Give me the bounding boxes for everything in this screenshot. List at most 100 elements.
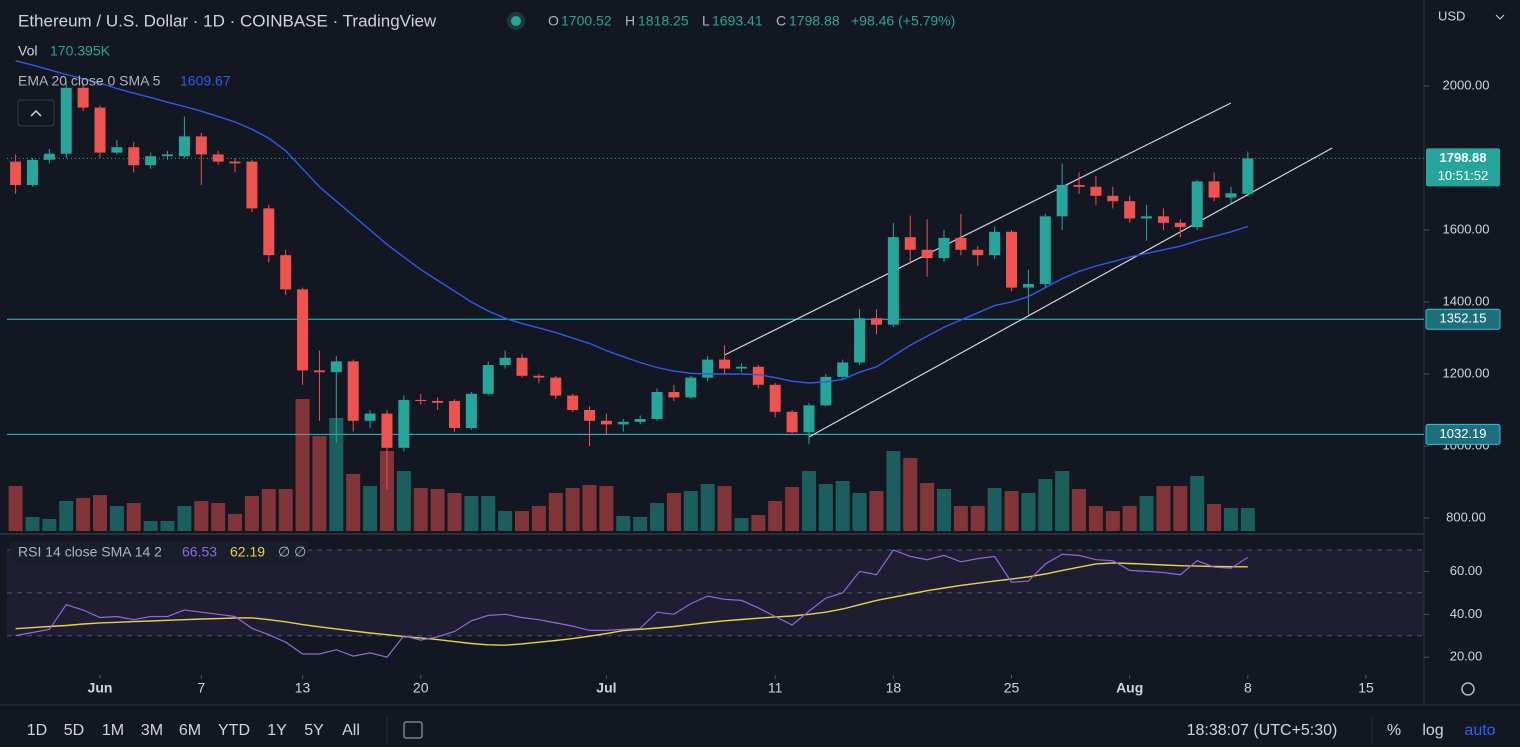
- currency-caret: [1495, 14, 1505, 20]
- candle-body: [786, 411, 798, 433]
- candle-body: [499, 357, 511, 365]
- price-tag-value: 1798.88: [1440, 150, 1487, 165]
- volume-bar: [464, 496, 479, 531]
- status-dot: [511, 16, 521, 26]
- volume-bar: [396, 471, 411, 531]
- candle-body: [448, 400, 460, 428]
- candle-body: [550, 377, 562, 396]
- volume-bar: [1173, 486, 1188, 531]
- rsi-y-tick-label: 40.00: [1450, 606, 1483, 621]
- candle-body: [938, 237, 950, 259]
- candle-body: [1174, 222, 1186, 228]
- volume-bar: [312, 436, 327, 531]
- candle-body: [567, 395, 579, 410]
- timeframe-button[interactable]: 1D: [27, 722, 47, 739]
- timeframe-button[interactable]: All: [342, 722, 360, 739]
- volume-bar: [1223, 508, 1238, 531]
- clock: 18:38:07 (UTC+5:30): [1187, 722, 1338, 739]
- settings-icon[interactable]: [1461, 682, 1475, 696]
- y-tick-label: 2000.00: [1443, 77, 1490, 92]
- volume-bar: [481, 496, 496, 531]
- x-tick-label: 18: [886, 680, 902, 696]
- collapse-button[interactable]: [17, 99, 55, 127]
- volume-bar: [548, 493, 563, 531]
- volume-bar: [751, 515, 766, 531]
- volume-bar: [1088, 506, 1103, 531]
- candle-body: [246, 161, 258, 209]
- volume-name: Vol: [18, 43, 37, 59]
- currency[interactable]: USD: [1438, 8, 1465, 23]
- timeframe-button[interactable]: 1Y: [267, 722, 287, 739]
- candle-body: [229, 161, 241, 164]
- candle-body: [263, 208, 275, 256]
- candle-body: [128, 147, 140, 166]
- candle-body: [719, 359, 731, 369]
- volume-bar: [177, 506, 192, 531]
- candle-body: [837, 362, 849, 377]
- candle-body: [347, 361, 359, 421]
- candle-body: [854, 318, 866, 363]
- scale-button[interactable]: log: [1422, 722, 1443, 739]
- candle-body: [1157, 216, 1169, 223]
- x-tick-label: 11: [768, 680, 783, 696]
- x-tick-label: Aug: [1116, 680, 1143, 696]
- date-range-icon[interactable]: [403, 721, 423, 739]
- rsi-legend-bg: [10, 542, 308, 564]
- volume-bar: [633, 516, 648, 531]
- candle-body: [735, 366, 747, 369]
- x-tick-label: 8: [1244, 680, 1252, 696]
- timeframe-button[interactable]: 1M: [102, 722, 124, 739]
- level-tag-value: 1352.15: [1440, 311, 1487, 326]
- candle-body: [482, 364, 494, 394]
- candle-body: [60, 87, 72, 154]
- change: +98.46 (+5.79%): [851, 13, 955, 29]
- candle-body: [1191, 181, 1203, 228]
- volume-bar: [228, 513, 243, 531]
- volume-bar: [1021, 493, 1036, 531]
- timeframe-button[interactable]: YTD: [218, 722, 250, 739]
- candle-body: [432, 400, 444, 403]
- candle-body: [1124, 201, 1136, 219]
- timeframe-button[interactable]: 5D: [64, 722, 84, 739]
- volume-bar: [1004, 491, 1019, 531]
- volume-bar: [1105, 511, 1120, 531]
- timeframe-button[interactable]: 3M: [141, 722, 163, 739]
- volume-bar: [734, 518, 749, 531]
- x-tick-label: 7: [197, 680, 205, 696]
- candle-body: [600, 420, 612, 425]
- volume-bar: [953, 506, 968, 531]
- ema-name: EMA 20 close 0 SMA 5: [18, 73, 161, 89]
- candle-body: [330, 361, 342, 373]
- candle-body: [820, 376, 832, 406]
- candle-body: [398, 399, 410, 448]
- timeframe-button[interactable]: 6M: [179, 722, 201, 739]
- candle-body: [162, 154, 174, 157]
- volume-bar: [261, 488, 276, 531]
- volume-bar: [785, 486, 800, 531]
- candle-body: [955, 237, 967, 250]
- volume-bar: [683, 491, 698, 531]
- volume-bar: [1240, 507, 1255, 531]
- timeframe-button[interactable]: 5Y: [304, 722, 324, 739]
- volume-bar: [295, 399, 310, 531]
- scale-button[interactable]: %: [1387, 722, 1401, 739]
- level-tag-value: 1032.19: [1440, 426, 1487, 441]
- candle-body: [1141, 216, 1153, 219]
- candle-body: [685, 377, 697, 398]
- volume-bar: [582, 485, 597, 531]
- candle-body: [668, 391, 680, 398]
- candle-body: [280, 255, 292, 290]
- chart-title: Ethereum / U.S. Dollar · 1D · COINBASE ·…: [18, 11, 437, 30]
- scale-button[interactable]: auto: [1464, 722, 1495, 739]
- rsi-value: 66.53: [182, 544, 217, 560]
- candle-body: [77, 87, 89, 108]
- trend-line: [724, 102, 1232, 356]
- volume-bar: [937, 488, 951, 531]
- volume-bar: [379, 451, 394, 531]
- candle-body: [1208, 181, 1220, 198]
- volume-bar: [1122, 506, 1137, 531]
- volume-bar: [717, 486, 732, 531]
- candle-body: [617, 421, 629, 425]
- volume-bar: [143, 521, 158, 531]
- x-tick-label: Jul: [596, 680, 616, 696]
